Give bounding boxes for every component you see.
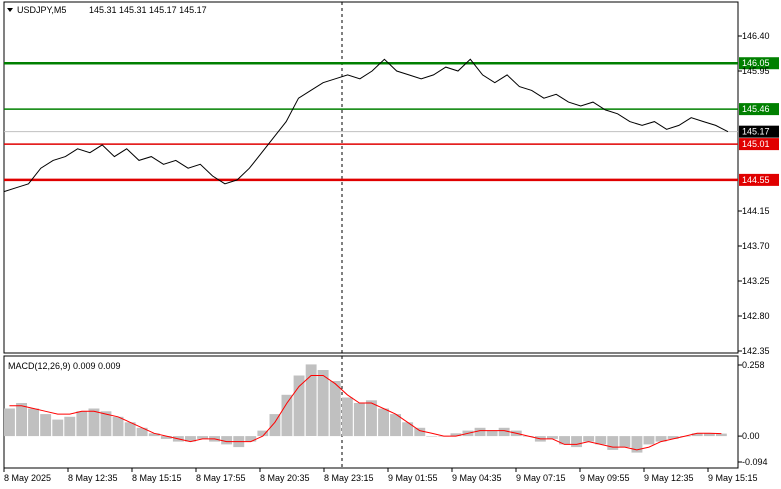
macd-tick-label: 0.00 (742, 431, 760, 441)
price-line[interactable] (3, 58, 729, 193)
macd-hist-bar (414, 427, 426, 437)
macd-hist-bar (100, 411, 112, 437)
price-tick-label: 142.35 (742, 346, 770, 356)
macd-signal-line[interactable] (9, 375, 722, 451)
level-price-label: 146.05 (742, 58, 770, 68)
price-tick-label: 145.95 (742, 66, 770, 76)
macd-hist-bar (655, 436, 667, 442)
macd-hist-bar (257, 430, 269, 437)
macd-hist-bar (378, 408, 389, 437)
macd-hist-bar (341, 397, 353, 437)
macd-hist-bar (52, 419, 64, 437)
macd-hist-bar (643, 436, 655, 445)
macd-hist-bar (185, 436, 196, 442)
macd-hist-bar (402, 422, 414, 437)
macd-hist-bar (474, 427, 486, 437)
macd-hist-bar (293, 375, 305, 437)
macd-hist-bar (631, 436, 643, 453)
price-tick-label: 143.70 (742, 241, 770, 251)
time-tick-label: 8 May 23:15 (324, 473, 374, 483)
macd-hist-bar (366, 400, 377, 437)
macd-hist-bar (221, 436, 233, 445)
macd-hist-bar (124, 422, 136, 437)
price-tick-label: 142.80 (742, 311, 770, 321)
time-tick-label: 9 May 09:55 (580, 473, 630, 483)
price-tick-label: 143.25 (742, 276, 770, 286)
macd-tick-label: 0.258 (742, 360, 765, 370)
macd-header: MACD(12,26,9) 0.009 0.009 (8, 361, 121, 371)
price-pane[interactable] (3, 1, 739, 354)
macd-hist-bar (715, 433, 727, 437)
macd-hist-bar (498, 427, 510, 437)
macd-hist-bar (703, 433, 715, 437)
macd-hist-bar (305, 364, 317, 436)
macd-hist-bar (547, 436, 558, 439)
time-tick-label: 9 May 15:15 (708, 473, 758, 483)
level-price-tag (739, 103, 779, 116)
macd-hist-bar (559, 436, 570, 445)
price-axis: 146.40 145.95 144.15 143.70 143.25 142.80 142.… (738, 31, 770, 356)
level-price-label: 144.55 (742, 175, 770, 185)
macd-hist-bar (40, 414, 52, 437)
macd-hist-bar (16, 403, 27, 437)
macd-hist-bar (486, 430, 498, 437)
macd-hist-bar (64, 416, 76, 437)
price-tick-label: 146.40 (742, 31, 770, 41)
time-axis: 8 May 2025 8 May 12:35 8 May 15:15 8 May 17… (3, 468, 758, 483)
macd-signal (9, 375, 722, 451)
time-tick-label: 9 May 07:15 (516, 473, 566, 483)
time-tick-label: 8 May 12:35 (68, 473, 118, 483)
current-price-tag (739, 125, 779, 138)
current-price-label: 145.17 (742, 127, 770, 137)
level-price-tag (739, 57, 779, 70)
macd-hist-bar (390, 414, 401, 437)
ohlc-values: 145.31 145.31 145.17 145.17 (89, 5, 207, 15)
level-price-label: 145.46 (742, 104, 770, 114)
macd-hist-bar (160, 436, 172, 439)
level-price-label: 145.01 (742, 139, 770, 149)
macd-hist-bar (112, 416, 124, 437)
macd-hist-bar (619, 436, 631, 448)
macd-hist-bar (583, 436, 595, 442)
macd-hist-bar (450, 433, 462, 437)
levels-group: 146.05 145.46 145.01 144.55 145.17 (4, 57, 779, 186)
macd-hist-bar (136, 427, 148, 437)
macd-hist-bar (317, 370, 329, 437)
macd-hist-bar (197, 436, 208, 439)
symbol-dropdown-arrow-icon[interactable] (7, 8, 13, 12)
level-price-tag (739, 173, 779, 186)
time-tick-label: 9 May 04:35 (452, 473, 502, 483)
symbol-label: USDJPY,M5 (17, 5, 66, 15)
macd-hist-bar (76, 411, 88, 437)
macd-hist-bar (28, 408, 39, 437)
macd-hist-bar (691, 433, 703, 437)
price-tick-label: 144.15 (742, 206, 770, 216)
time-tick-label: 8 May 2025 (4, 473, 51, 483)
time-tick-label: 9 May 12:35 (644, 473, 694, 483)
macd-axis: 0.258 0.00 -0.094 (738, 360, 768, 467)
chart-header: USDJPY,M5 145.31 145.31 145.17 145.17 (7, 5, 207, 15)
level-price-tag (739, 138, 779, 151)
macd-hist-bar (667, 436, 679, 439)
time-tick-label: 8 May 20:35 (260, 473, 310, 483)
macd-hist-bar (595, 436, 607, 445)
macd-hist-bar (426, 436, 438, 437)
macd-hist-bar (245, 436, 257, 442)
time-tick-label: 9 May 01:55 (388, 473, 438, 483)
price-series (3, 58, 729, 193)
macd-tick-label: -0.094 (742, 457, 768, 467)
time-tick-label: 8 May 17:55 (196, 473, 246, 483)
macd-hist-bar (281, 394, 293, 437)
macd-hist-bar (329, 381, 341, 437)
macd-hist-bar (4, 408, 15, 437)
macd-hist-bar (353, 403, 365, 437)
macd-hist-bar (607, 436, 619, 450)
time-tick-label: 8 May 15:15 (132, 473, 182, 483)
macd-hist-bar (571, 436, 582, 448)
macd-hist-bar (88, 408, 100, 437)
macd-hist-bar (269, 414, 281, 437)
macd-hist-bar (148, 433, 160, 437)
